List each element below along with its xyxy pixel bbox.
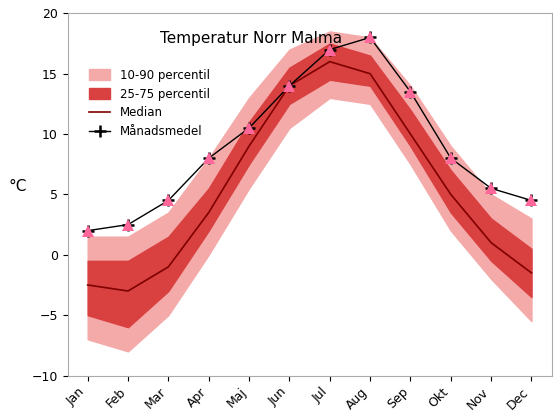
Y-axis label: °C: °C [8,179,27,194]
Text: Temperatur Norr Malma: Temperatur Norr Malma [160,32,343,47]
Legend: 10-90 percentil, 25-75 percentil, Median, Månadsmedel: 10-90 percentil, 25-75 percentil, Median… [83,63,216,144]
